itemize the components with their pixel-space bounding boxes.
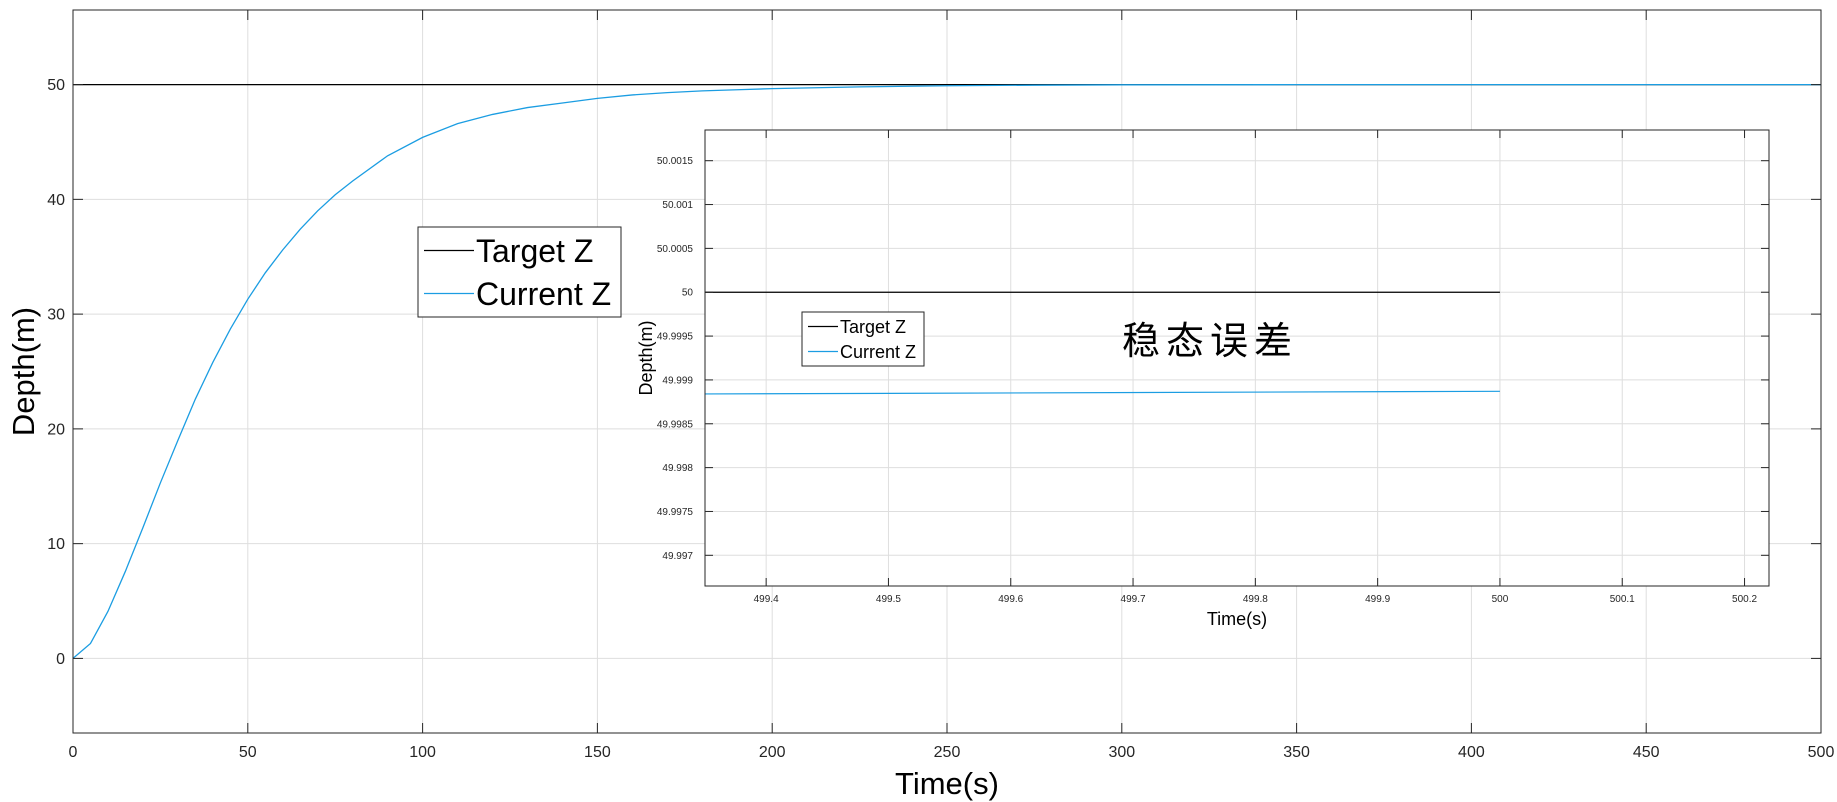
y-tick-label: 0 [56,651,65,668]
y-tick-label: 50 [682,288,694,299]
x-tick-label: 499.5 [876,594,901,605]
x-tick-label: 499.8 [1243,594,1268,605]
legend: Target Z Current Z [801,311,925,367]
x-tick-label: 500.1 [1610,594,1635,605]
legend-box [417,226,622,318]
y-tick-label: 49.9975 [657,507,694,518]
x-tick-label: 200 [759,744,786,761]
inset-plot: 499.4 499.5 499.6 499.7 499.8 499.9 500 500.1 50… [636,129,1770,629]
x-tick-label: 499.4 [754,594,779,605]
y-tick-label: 49.9985 [657,419,694,430]
y-tick-label: 50.0015 [657,156,694,167]
x-tick-label: 450 [1633,744,1660,761]
x-tick-label: 100 [409,744,436,761]
legend: Target Z Current Z [417,226,622,318]
x-tick-label: 499.9 [1365,594,1390,605]
x-tick-label: 499.6 [998,594,1023,605]
x-tick-label: 499.7 [1121,594,1146,605]
y-tick-label: 40 [47,192,65,209]
y-tick-label: 50 [47,77,65,94]
y-tick-label: 49.999 [662,375,693,386]
legend-label-current-z: Current Z [840,342,916,362]
series-line-current-z [72,83,1821,659]
x-tick-label: 300 [1108,744,1135,761]
legend-label-current-z: Current Z [476,276,611,312]
y-tick-label: 49.998 [662,463,693,474]
y-tick-label: 20 [47,421,65,438]
x-axis-label: Time(s) [895,766,999,801]
x-tick-label: 0 [69,744,78,761]
axes-box [704,129,1770,587]
x-tick-label: 250 [934,744,961,761]
x-tick-label: 500.2 [1732,594,1757,605]
x-axis-label: Time(s) [1207,609,1267,629]
y-tick-label: 49.9995 [657,332,694,343]
y-tick-label: 10 [47,536,65,553]
x-tick-label: 500 [1492,594,1509,605]
legend-box [801,311,925,367]
y-tick-label: 50.0005 [657,244,694,255]
x-tick-label: 400 [1458,744,1485,761]
x-tick-label: 150 [584,744,611,761]
y-tick-label: 49.997 [662,551,693,562]
legend-label-target-z: Target Z [840,317,906,337]
x-tick-label: 50 [239,744,257,761]
x-tick-label: 350 [1283,744,1310,761]
y-tick-label: 30 [47,307,65,324]
y-tick-label: 50.001 [662,200,693,211]
y-axis-label: Depth(m) [636,320,656,395]
annotation-text: 稳态误差 [1122,319,1298,363]
x-tick-label: 500 [1808,744,1835,761]
legend-label-target-z: Target Z [476,233,593,269]
y-axis-label: Depth(m) [6,307,41,436]
series-line-current-z [704,390,1500,395]
